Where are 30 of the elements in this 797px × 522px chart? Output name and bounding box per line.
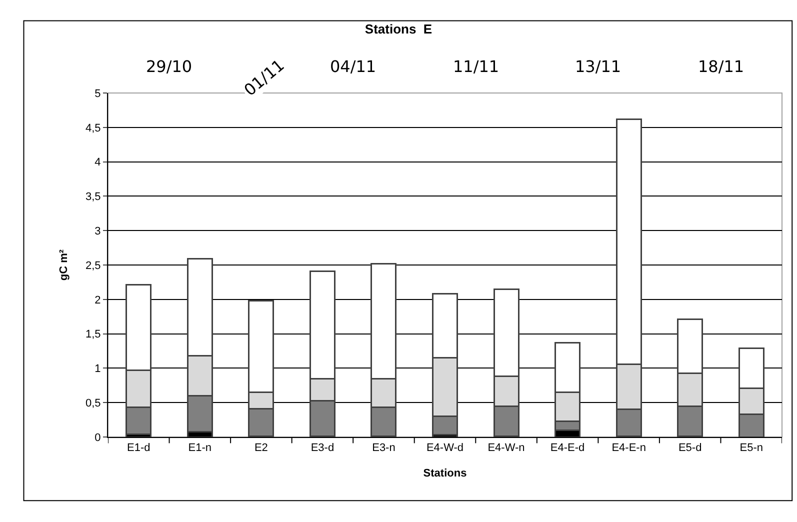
x-tick-label: E5-n	[740, 442, 763, 454]
x-tick-label: E3-n	[372, 442, 396, 454]
y-tick-label: 2	[94, 294, 101, 306]
y-tick-label: 3	[94, 225, 101, 238]
y-tick-label: 2,5	[86, 260, 101, 272]
y-tick-label: 4,5	[86, 122, 101, 134]
x-tick-label: E4-W-d	[426, 442, 464, 454]
y-tick-label: 4	[94, 156, 101, 169]
x-tick-label: E3-d	[310, 442, 334, 454]
text: 18/11	[698, 57, 744, 76]
x-tick-label: E1-d	[127, 442, 150, 454]
x-axis-title: Stations	[423, 467, 467, 480]
y-tick-label: 1,5	[86, 328, 101, 341]
y-axis-title: gC m²	[58, 249, 70, 281]
text: 11/11	[453, 57, 500, 76]
x-tick-label: E4-E-n	[612, 442, 646, 454]
x-tick-label: E4-W-n	[488, 442, 525, 454]
x-tick-label: E5-d	[678, 442, 702, 454]
y-tick-label: 1	[94, 363, 101, 376]
text: 29/10	[146, 57, 192, 76]
y-tick-label: 3,5	[86, 191, 101, 204]
chart-title: Stations E	[364, 21, 432, 36]
y-tick-label: 0,5	[86, 397, 101, 410]
text: 04/11	[330, 57, 376, 76]
y-tick-label: 0	[94, 432, 101, 444]
text: 13/11	[575, 57, 622, 76]
x-tick-label: E2	[254, 442, 268, 454]
x-tick-label: E4-E-d	[550, 442, 585, 454]
x-tick-label: E1-n	[188, 442, 212, 454]
y-tick-label: 5	[94, 88, 101, 100]
